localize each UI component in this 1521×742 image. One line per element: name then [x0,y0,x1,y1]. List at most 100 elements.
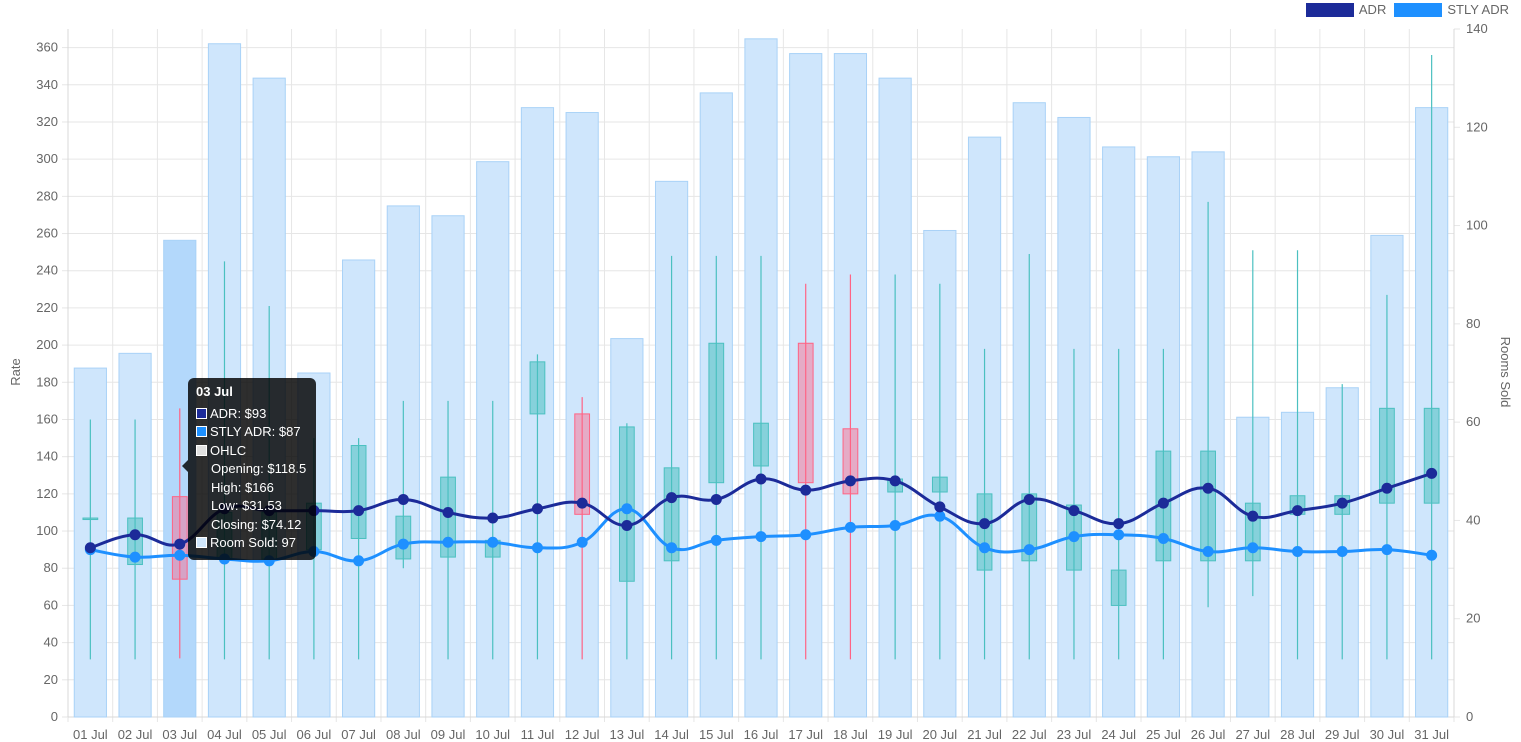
x-tick-label: 12 Jul [565,727,600,742]
ohlc-body [574,413,591,515]
y-tick-label: 360 [36,40,58,55]
stly-adr-point [1113,529,1125,541]
stly-adr-point [487,536,499,548]
adr-point [174,538,186,550]
tooltip-row-ohlc: OHLC [196,441,308,460]
y-tick-label: 180 [36,374,58,389]
axes: 0204060801001201401601802002202402602803… [36,21,1487,742]
y-tick-label: 320 [36,114,58,129]
adr-point [755,473,767,485]
legend-swatch-stly-adr [1394,2,1443,17]
ohlc-body [663,467,680,562]
x-tick-label: 24 Jul [1101,727,1136,742]
tooltip-high: High: $166 [211,479,274,495]
adr-point [576,497,588,509]
ohlc-body [1379,407,1395,504]
y2-tick-label: 100 [1466,218,1488,233]
legend-swatch-adr [1305,2,1354,17]
y-tick-label: 60 [44,597,58,612]
y-tick-label: 340 [36,77,58,92]
tooltip-row-stly: STLY ADR: $87 [196,423,308,442]
legend-item-stly-adr[interactable]: STLY ADR [1394,2,1509,17]
x-tick-label: 29 Jul [1325,727,1360,742]
stly-adr-point [442,536,454,548]
adr-point [844,475,856,487]
y-tick-label: 200 [36,337,58,352]
stly-adr-point [531,542,543,554]
chart-legend: ADR STLY ADR [1305,2,1509,17]
adr-point [487,512,499,524]
y-tick-label: 260 [36,226,58,241]
x-tick-label: 17 Jul [788,727,823,742]
legend-item-adr[interactable]: ADR [1305,2,1386,17]
ohlc-body [82,517,99,521]
ohlc-body [529,361,546,415]
ohlc-body [797,342,814,484]
x-tick-label: 30 Jul [1370,727,1405,742]
ohlc-body [395,515,412,560]
x-tick-label: 13 Jul [610,727,645,742]
ohlc-body [931,476,948,493]
stly-adr-point [576,536,588,548]
stly-adr-point [755,531,767,543]
y-tick-label: 80 [44,560,58,575]
y-tick-label: 300 [36,151,58,166]
legend-label-stly-adr: STLY ADR [1447,2,1509,17]
adr-point [1292,505,1304,517]
y2-tick-label: 120 [1466,119,1488,134]
stly-adr-point [1023,544,1035,556]
x-tick-label: 22 Jul [1012,727,1047,742]
x-tick-label: 02 Jul [118,727,153,742]
adr-point [129,529,141,541]
adr-point [979,518,991,530]
stly-adr-point [666,542,678,554]
y-tick-label: 40 [44,635,58,650]
stly-adr-point [397,538,409,550]
adr-point [84,542,96,554]
ohlc-body [708,342,725,484]
chart-tooltip: 03 Jul ADR: $93 STLY ADR: $87 OHLC Openi… [182,378,316,560]
adr-point [1336,497,1348,509]
x-tick-label: 25 Jul [1146,727,1181,742]
y2-tick-label: 80 [1466,316,1480,331]
stly-adr-point [1068,531,1080,543]
y-tick-label: 280 [36,188,58,203]
adr-point [1247,510,1259,522]
stly-adr-point [1247,542,1259,554]
adr-point [1113,518,1125,530]
tooltip-swatch-stly [196,426,207,438]
y-tick-label: 120 [36,486,58,501]
tooltip-stly: STLY ADR: $87 [210,424,301,440]
ohlc-body [171,496,188,580]
x-tick-label: 10 Jul [475,727,510,742]
x-tick-label: 18 Jul [833,727,868,742]
ohlc-body [1423,407,1440,504]
y2-axis-title: Rooms Sold [1498,337,1513,408]
adr-point [800,484,812,496]
x-tick-label: 05 Jul [252,727,287,742]
tooltip-swatch-ohlc [196,444,207,456]
tooltip-rooms: Room Sold: 97 [210,535,296,551]
y-tick-label: 140 [36,449,58,464]
y2-tick-label: 20 [1466,611,1480,626]
y-tick-label: 240 [36,263,58,278]
x-tick-label: 11 Jul [521,727,555,742]
x-tick-label: 31 Jul [1414,727,1449,742]
adr-point [442,506,454,518]
adr-point [397,493,409,505]
stly-adr-point [1292,546,1304,558]
tooltip-swatch-adr [196,407,207,419]
y2-tick-label: 60 [1466,414,1480,429]
x-tick-label: 21 Jul [967,727,1002,742]
x-tick-label: 06 Jul [297,727,332,742]
ohlc-body [1021,493,1038,562]
y-tick-label: 100 [36,523,58,538]
y-tick-label: 20 [44,672,58,687]
stly-adr-point [710,534,722,546]
x-tick-label: 08 Jul [386,727,421,742]
x-tick-label: 04 Jul [207,727,242,742]
ohlc-body [1200,450,1216,562]
y-tick-label: 0 [51,709,58,724]
stly-adr-point [129,551,141,563]
